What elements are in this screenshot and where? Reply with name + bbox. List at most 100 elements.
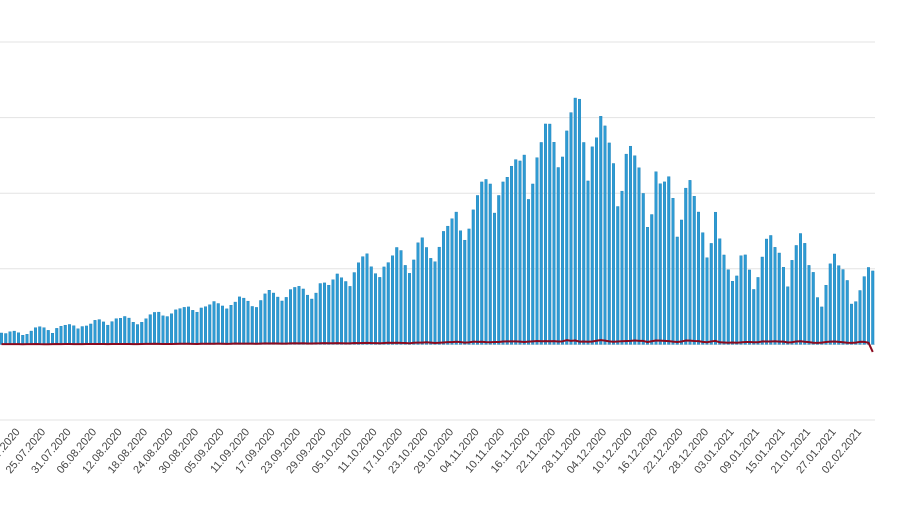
line — [1, 339, 874, 353]
bar — [786, 286, 790, 345]
bar — [408, 273, 412, 345]
bar — [769, 235, 773, 345]
bar — [433, 261, 437, 345]
bar — [51, 333, 55, 345]
bar — [510, 165, 514, 345]
bar — [862, 276, 866, 345]
bar — [72, 325, 76, 345]
bar — [395, 247, 399, 345]
bar — [306, 294, 310, 345]
bar — [140, 322, 144, 345]
bar — [276, 296, 280, 345]
bar — [208, 304, 212, 345]
bar — [93, 320, 97, 345]
bar — [76, 328, 80, 345]
bar — [548, 123, 552, 345]
bar — [616, 206, 620, 345]
bar — [63, 324, 67, 345]
bar — [599, 116, 603, 345]
bar — [131, 322, 135, 345]
bar — [820, 306, 824, 345]
bar — [8, 331, 12, 345]
bar — [756, 277, 760, 345]
bar — [199, 307, 203, 345]
bar — [620, 190, 624, 345]
bar — [867, 267, 871, 345]
bar — [641, 193, 645, 345]
bar — [284, 297, 288, 345]
bar — [442, 231, 446, 345]
bar — [505, 177, 509, 345]
bar — [777, 252, 781, 345]
bar — [824, 285, 828, 345]
bar — [488, 183, 492, 345]
bar — [437, 246, 441, 345]
bar — [637, 167, 641, 345]
bar — [871, 270, 875, 345]
bar — [654, 171, 658, 345]
bar — [828, 263, 832, 345]
bar — [667, 176, 671, 345]
bar — [650, 214, 654, 345]
bar — [174, 309, 178, 345]
bar — [246, 300, 250, 345]
bar — [323, 282, 327, 345]
bar — [514, 159, 518, 345]
bar — [382, 266, 386, 345]
bar — [12, 330, 16, 345]
bar — [752, 289, 756, 345]
bar — [675, 236, 679, 345]
bar — [539, 142, 543, 345]
bar — [471, 209, 475, 345]
bar — [412, 259, 416, 345]
bar — [646, 227, 650, 345]
bar — [607, 142, 611, 345]
bar — [680, 219, 684, 345]
bar — [531, 183, 535, 345]
bar — [701, 232, 705, 345]
bar — [352, 272, 356, 345]
bar — [344, 281, 348, 345]
bar — [378, 277, 382, 345]
bar — [807, 265, 811, 345]
bar — [263, 293, 267, 345]
bar — [220, 305, 224, 345]
bar — [327, 284, 331, 345]
bar — [34, 327, 38, 345]
bar — [267, 290, 271, 345]
bar — [123, 316, 127, 345]
bar — [463, 239, 467, 345]
bar — [731, 280, 735, 345]
bar — [374, 273, 378, 345]
bar — [152, 312, 156, 345]
bar — [242, 297, 246, 345]
bar — [135, 324, 139, 345]
bar — [212, 301, 216, 345]
bar — [420, 237, 424, 345]
bar — [858, 290, 862, 345]
bar — [0, 332, 3, 345]
bar — [578, 98, 582, 345]
bar — [811, 272, 815, 345]
bar — [310, 298, 314, 345]
bar — [169, 313, 173, 345]
bar — [794, 245, 798, 345]
bar — [361, 256, 365, 345]
bar — [289, 289, 293, 345]
bar — [250, 306, 254, 345]
bar — [484, 179, 488, 345]
bar — [186, 306, 190, 345]
bar — [497, 195, 501, 345]
bar — [425, 247, 429, 345]
bar — [697, 211, 701, 345]
bar — [493, 212, 497, 345]
bar — [850, 303, 854, 345]
bar — [658, 183, 662, 345]
bar — [573, 97, 577, 345]
bar — [535, 157, 539, 345]
bar — [803, 243, 807, 345]
bar — [21, 335, 25, 345]
bar — [845, 280, 849, 345]
